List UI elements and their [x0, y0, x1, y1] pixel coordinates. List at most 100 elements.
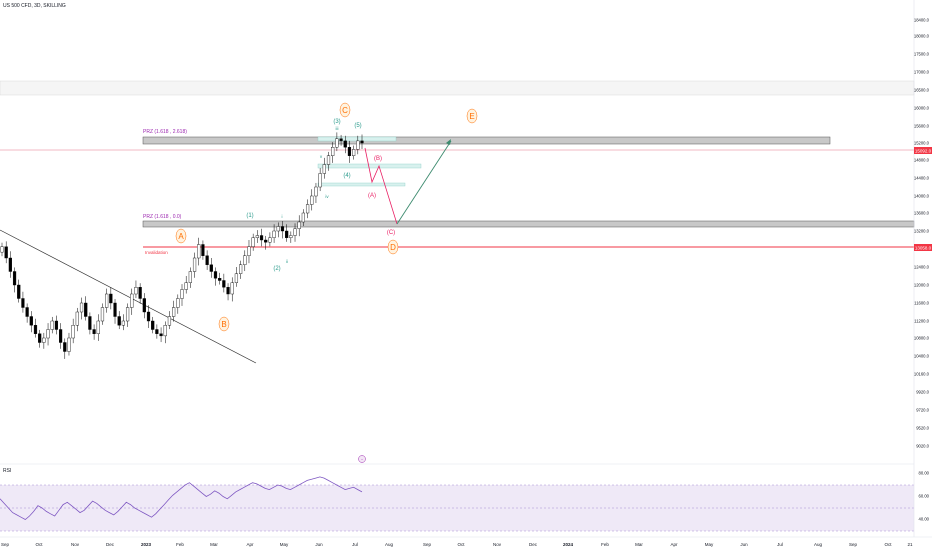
rsi-marker: ~	[358, 455, 366, 463]
candle-body	[326, 155, 331, 165]
candle-body	[75, 311, 79, 326]
rsi-line	[0, 476, 363, 520]
candle-body	[226, 287, 230, 295]
wave-E-marker[interactable]: E	[466, 108, 478, 124]
candle-body	[301, 212, 305, 223]
descending-trendline[interactable]	[0, 229, 257, 364]
wave-corr-A-label: (A)	[368, 193, 376, 199]
price-tick-label: 9920.0	[916, 390, 929, 395]
candle-body	[314, 186, 318, 197]
candle-body	[105, 293, 109, 308]
prz-lower-zone[interactable]	[142, 220, 915, 228]
candle-body	[17, 284, 21, 299]
candle-body	[67, 337, 71, 352]
candle-body	[109, 293, 113, 304]
current-price-tag: 15092.0	[914, 147, 932, 154]
price-tick-label: 17000.0	[914, 70, 930, 75]
candle-body	[322, 164, 326, 174]
candle-body	[142, 298, 146, 313]
wave-A-marker[interactable]: A	[175, 228, 187, 244]
candle-body	[289, 235, 293, 238]
time-tick-label: 21	[907, 542, 913, 547]
svg-text:~: ~	[361, 457, 364, 462]
price-tick-label: 15200.0	[914, 141, 930, 146]
rsi-axis[interactable]: 80.00 60.00 40.00	[919, 471, 930, 522]
price-tick-label: 14000.0	[914, 194, 930, 199]
wave-4-label: (4)	[343, 173, 350, 179]
candle-body	[84, 302, 88, 317]
price-tick-label: 18000.0	[914, 34, 930, 39]
target-box-3	[317, 182, 406, 187]
candle-body	[8, 257, 12, 272]
price-tick-label: 18400.0	[914, 18, 930, 23]
candle-body	[239, 264, 243, 274]
candle-body	[172, 307, 176, 317]
projection-arrow-head	[446, 139, 451, 145]
candle-body	[264, 239, 268, 243]
price-tick-label: 12000.0	[914, 283, 930, 288]
candle-body	[42, 337, 46, 343]
candle-body	[188, 271, 192, 283]
candle-body	[159, 333, 163, 337]
time-tick-label: Oct	[35, 542, 43, 547]
candle-body	[243, 255, 247, 265]
candle-body	[205, 255, 209, 265]
candle-body	[92, 329, 96, 334]
time-tick-label: Oct	[884, 542, 892, 547]
price-tick-label: 15600.0	[914, 124, 930, 129]
candle-body	[285, 230, 289, 238]
candle-body	[63, 342, 67, 352]
candle-body	[230, 282, 234, 295]
target-box-1	[317, 136, 397, 142]
candle-body	[247, 246, 251, 256]
prz-upper-label: PRZ (1.618 , 2.618)	[143, 129, 187, 135]
projection-arrow	[396, 140, 452, 225]
price-tick-label: 16000.0	[914, 106, 930, 111]
candle-body	[4, 246, 8, 259]
time-tick-label: Dec	[106, 542, 115, 547]
time-axis[interactable]: Sep Oct Nov Dec 2023 Feb Mar Apr May Jun Jul Aug Sep…	[1, 542, 913, 547]
candle-body	[218, 278, 222, 281]
time-tick-label: May	[705, 542, 714, 547]
candle-body	[155, 329, 159, 334]
time-tick-label: 2023	[141, 542, 152, 547]
symbol-title: US 500 CFD, 3D, SKILLING	[3, 3, 66, 9]
price-tick-label: 11200.0	[914, 319, 929, 324]
time-tick-label: Mar	[210, 542, 218, 547]
wave-corr-B-label: (B)	[374, 156, 382, 162]
candle-body	[184, 282, 188, 290]
candle-body	[360, 140, 364, 144]
wave-B-marker[interactable]: B	[218, 316, 230, 332]
candle-body	[96, 320, 100, 334]
wave-D-marker[interactable]: D	[387, 239, 399, 255]
price-axis[interactable]: 18400.0 18000.0 17500.0 17000.0 16500.0 16000…	[914, 18, 930, 449]
target-box-2	[317, 163, 422, 169]
time-tick-label: Feb	[176, 542, 184, 547]
candle-body	[100, 307, 105, 322]
candle-body	[213, 271, 218, 279]
sub-v-label: v	[320, 154, 323, 159]
prz-lower-label: PRZ (1.618 , 0.0)	[143, 214, 182, 220]
wave-2-label: (2)	[273, 266, 280, 272]
candle-body	[79, 302, 84, 313]
candle-body	[54, 320, 59, 330]
time-tick-label: Jul	[777, 542, 783, 547]
candle-body	[343, 140, 347, 148]
wave-5-label: (5)	[354, 123, 361, 129]
candle-body	[352, 149, 356, 156]
sub-i-label: i	[282, 214, 283, 219]
wave-B-label: B	[221, 320, 226, 329]
time-tick-label: Sep	[423, 542, 432, 547]
time-tick-label: Apr	[670, 542, 678, 547]
candle-body	[121, 320, 125, 326]
prz-upper-zone[interactable]	[142, 136, 831, 145]
candle-body	[335, 138, 339, 148]
wave-1-label: (1)	[246, 213, 253, 219]
wave-C-marker[interactable]: C	[339, 102, 351, 118]
wave-corr-C-label: (C)	[387, 230, 395, 236]
corrective-path	[364, 147, 398, 225]
price-tick-label: 16500.0	[914, 88, 930, 93]
candle-body	[251, 237, 255, 247]
candle-body	[201, 244, 205, 256]
